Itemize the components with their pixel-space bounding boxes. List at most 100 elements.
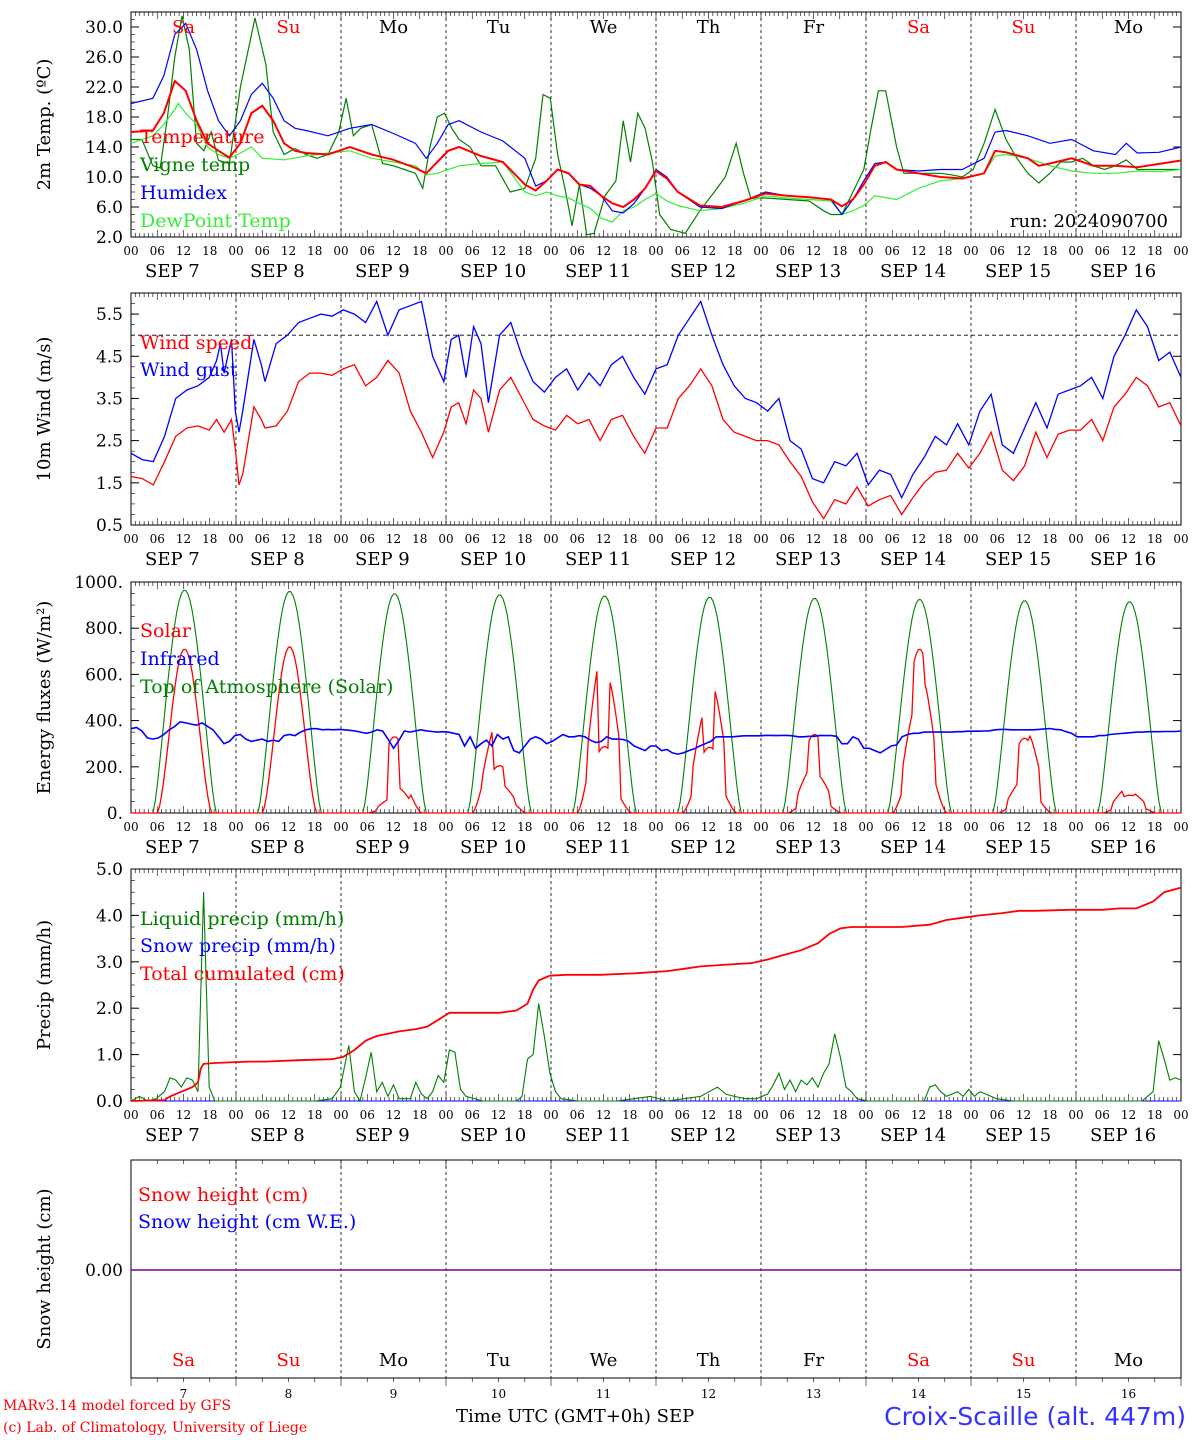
day-number-label: 15 bbox=[1016, 1387, 1031, 1401]
lab-credit: (c) Lab. of Climatology, University of L… bbox=[3, 1420, 308, 1436]
hour-tick-label: 12 bbox=[806, 1108, 821, 1122]
hour-tick-label: 18 bbox=[307, 244, 322, 258]
time-axis-label: Time UTC (GMT+0h) SEP bbox=[456, 1406, 694, 1427]
hour-tick-label: 06 bbox=[150, 1108, 165, 1122]
hour-tick-label: 00 bbox=[228, 244, 243, 258]
hour-tick-label: 06 bbox=[465, 532, 480, 546]
hour-tick-label: 18 bbox=[937, 244, 952, 258]
hour-tick-label: 00 bbox=[648, 532, 663, 546]
hour-tick-label: 00 bbox=[963, 820, 978, 834]
hour-tick-label: 06 bbox=[150, 820, 165, 834]
weekday-label: Su bbox=[1012, 17, 1036, 38]
y-tick-label: 800. bbox=[85, 619, 123, 639]
hour-tick-label: 12 bbox=[176, 1108, 191, 1122]
y-tick-label: 0.0 bbox=[96, 1092, 123, 1112]
hour-tick-label: 12 bbox=[281, 532, 296, 546]
hour-tick-label: 18 bbox=[202, 244, 217, 258]
hour-tick-label: 00 bbox=[648, 820, 663, 834]
station-name: Croix-Scaille (alt. 447m) bbox=[884, 1402, 1186, 1431]
date-label: SEP 15 bbox=[985, 549, 1051, 570]
date-label: SEP 8 bbox=[250, 549, 305, 570]
weekday-label: Th bbox=[697, 1350, 721, 1371]
date-label: SEP 13 bbox=[775, 549, 841, 570]
hour-tick-label: 00 bbox=[648, 1108, 663, 1122]
y-tick-label: 14.0 bbox=[85, 138, 123, 158]
hour-tick-label: 12 bbox=[386, 244, 401, 258]
weekday-label: Sa bbox=[907, 17, 930, 38]
y-tick-label: 0. bbox=[107, 804, 123, 824]
date-label: SEP 7 bbox=[145, 837, 200, 858]
hour-tick-label: 12 bbox=[596, 820, 611, 834]
hour-tick-label: 06 bbox=[570, 820, 585, 834]
date-label: SEP 8 bbox=[250, 837, 305, 858]
hour-tick-label: 18 bbox=[307, 1108, 322, 1122]
hour-tick-label: 06 bbox=[150, 244, 165, 258]
date-label: SEP 10 bbox=[460, 261, 526, 282]
hour-tick-label: 18 bbox=[1042, 820, 1057, 834]
weekday-label: Fr bbox=[803, 17, 824, 38]
y-tick-label: 30.0 bbox=[85, 18, 123, 38]
hour-tick-label: 18 bbox=[832, 532, 847, 546]
y-tick-label: 1.5 bbox=[96, 474, 123, 494]
series-line-wind-1 bbox=[130, 359, 1182, 520]
hour-tick-label: 18 bbox=[937, 820, 952, 834]
y-tick-label: 5.5 bbox=[96, 305, 123, 325]
panel-frame-0 bbox=[130, 11, 1182, 238]
hour-tick-label: 06 bbox=[780, 532, 795, 546]
hour-tick-label: 06 bbox=[990, 820, 1005, 834]
date-label: SEP 7 bbox=[145, 1125, 200, 1146]
date-label: SEP 9 bbox=[355, 1125, 410, 1146]
hour-tick-label: 06 bbox=[465, 820, 480, 834]
date-label: SEP 12 bbox=[670, 1125, 736, 1146]
hour-tick-label: 00 bbox=[963, 532, 978, 546]
hour-tick-label: 00 bbox=[123, 244, 138, 258]
hour-tick-label: 00 bbox=[333, 244, 348, 258]
weekday-label: Tu bbox=[487, 17, 511, 38]
hour-tick-label: 00 bbox=[123, 1108, 138, 1122]
y-tick-label: 6.0 bbox=[96, 198, 123, 218]
hour-tick-label: 18 bbox=[622, 532, 637, 546]
weekday-label: Sa bbox=[907, 1350, 930, 1371]
hour-tick-label: 18 bbox=[832, 820, 847, 834]
hour-tick-label: 06 bbox=[675, 820, 690, 834]
day-number-label: 10 bbox=[491, 1387, 506, 1401]
y-tick-label: 1000. bbox=[74, 573, 123, 593]
hour-tick-label: 06 bbox=[780, 244, 795, 258]
hour-tick-label: 12 bbox=[911, 820, 926, 834]
hour-tick-label: 18 bbox=[517, 820, 532, 834]
hour-tick-label: 12 bbox=[806, 820, 821, 834]
y-axis-label: Snow height (cm) bbox=[34, 1188, 55, 1349]
hour-tick-label: 00 bbox=[543, 820, 558, 834]
date-label: SEP 15 bbox=[985, 261, 1051, 282]
hour-tick-label: 12 bbox=[596, 244, 611, 258]
hour-tick-label: 00 bbox=[1173, 244, 1188, 258]
hour-tick-label: 18 bbox=[1147, 532, 1162, 546]
date-label: SEP 11 bbox=[565, 1125, 631, 1146]
hour-tick-label: 06 bbox=[255, 244, 270, 258]
hour-tick-label: 00 bbox=[543, 532, 558, 546]
date-label: SEP 14 bbox=[880, 837, 946, 858]
series-line-toa bbox=[131, 589, 1181, 814]
hour-tick-label: 00 bbox=[228, 820, 243, 834]
hour-tick-label: 06 bbox=[360, 244, 375, 258]
date-label: SEP 12 bbox=[670, 261, 736, 282]
y-tick-label: 0.5 bbox=[96, 516, 123, 536]
y-tick-label: 2.0 bbox=[96, 999, 123, 1019]
weekday-label: Fr bbox=[803, 1350, 824, 1371]
series-line-temp-0 bbox=[130, 79, 1182, 209]
hour-tick-label: 18 bbox=[1147, 1108, 1162, 1122]
hour-tick-label: 12 bbox=[1016, 244, 1031, 258]
hour-tick-label: 18 bbox=[517, 1108, 532, 1122]
hour-tick-label: 18 bbox=[727, 532, 742, 546]
hour-tick-label: 18 bbox=[412, 1108, 427, 1122]
legend-entry: Snow height (cm) bbox=[138, 1184, 308, 1206]
hour-tick-label: 06 bbox=[885, 1108, 900, 1122]
legend-entry: Top of Atmosphere (Solar) bbox=[140, 676, 393, 698]
series-line-infrared bbox=[130, 720, 1182, 755]
date-label: SEP 12 bbox=[670, 837, 736, 858]
hour-tick-label: 18 bbox=[412, 820, 427, 834]
hour-tick-label: 18 bbox=[727, 820, 742, 834]
hour-tick-label: 00 bbox=[333, 820, 348, 834]
date-label: SEP 10 bbox=[460, 837, 526, 858]
hour-tick-label: 18 bbox=[1042, 532, 1057, 546]
